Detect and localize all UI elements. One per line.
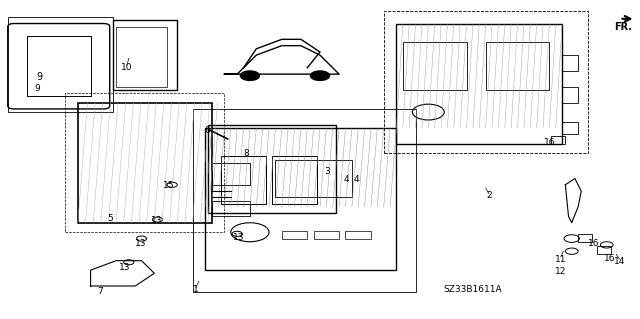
Bar [346,231,371,239]
Text: 8: 8 [244,149,250,158]
Text: FR.: FR. [614,22,632,32]
Bar [116,27,167,87]
Text: 6: 6 [204,126,210,135]
Bar [27,36,91,96]
Bar [113,20,177,90]
Bar [550,136,564,144]
Bar [578,234,592,242]
Text: 13: 13 [118,263,130,272]
Bar [205,128,396,270]
Bar [562,122,578,134]
Text: 7: 7 [97,287,103,296]
Bar [384,11,588,153]
Bar [562,87,578,103]
Bar [314,231,339,239]
Text: 3: 3 [324,167,330,176]
Text: 14: 14 [614,257,625,266]
Text: 16: 16 [604,254,616,263]
Bar [212,163,250,185]
Bar [221,156,266,204]
Text: 12: 12 [555,267,566,276]
Bar [597,247,611,254]
Text: 15: 15 [163,181,174,190]
Text: SZ33B1611A: SZ33B1611A [444,285,502,294]
Bar [8,17,113,112]
Text: 9: 9 [35,84,40,93]
Bar [209,125,336,213]
Text: 1: 1 [193,285,198,294]
Text: 13: 13 [150,216,162,225]
Bar [403,42,467,90]
Text: 4: 4 [344,174,349,184]
Text: 16: 16 [543,137,555,147]
Bar [282,231,307,239]
Bar [193,109,415,292]
Bar [486,42,549,90]
Circle shape [310,71,330,80]
Text: 11: 11 [555,255,566,263]
Bar [272,156,317,204]
Bar [65,93,225,232]
Bar [562,55,578,71]
Text: 4: 4 [353,174,359,184]
Bar [275,160,352,197]
Text: 13: 13 [134,239,146,248]
Circle shape [241,71,259,80]
Text: 9: 9 [36,72,43,82]
Text: 10: 10 [121,63,132,72]
Bar [212,201,250,216]
Bar [78,103,212,223]
Bar [396,24,562,144]
Text: 16: 16 [588,239,600,248]
Text: 2: 2 [486,191,492,200]
Text: 13: 13 [233,234,244,242]
Text: 5: 5 [107,213,113,222]
